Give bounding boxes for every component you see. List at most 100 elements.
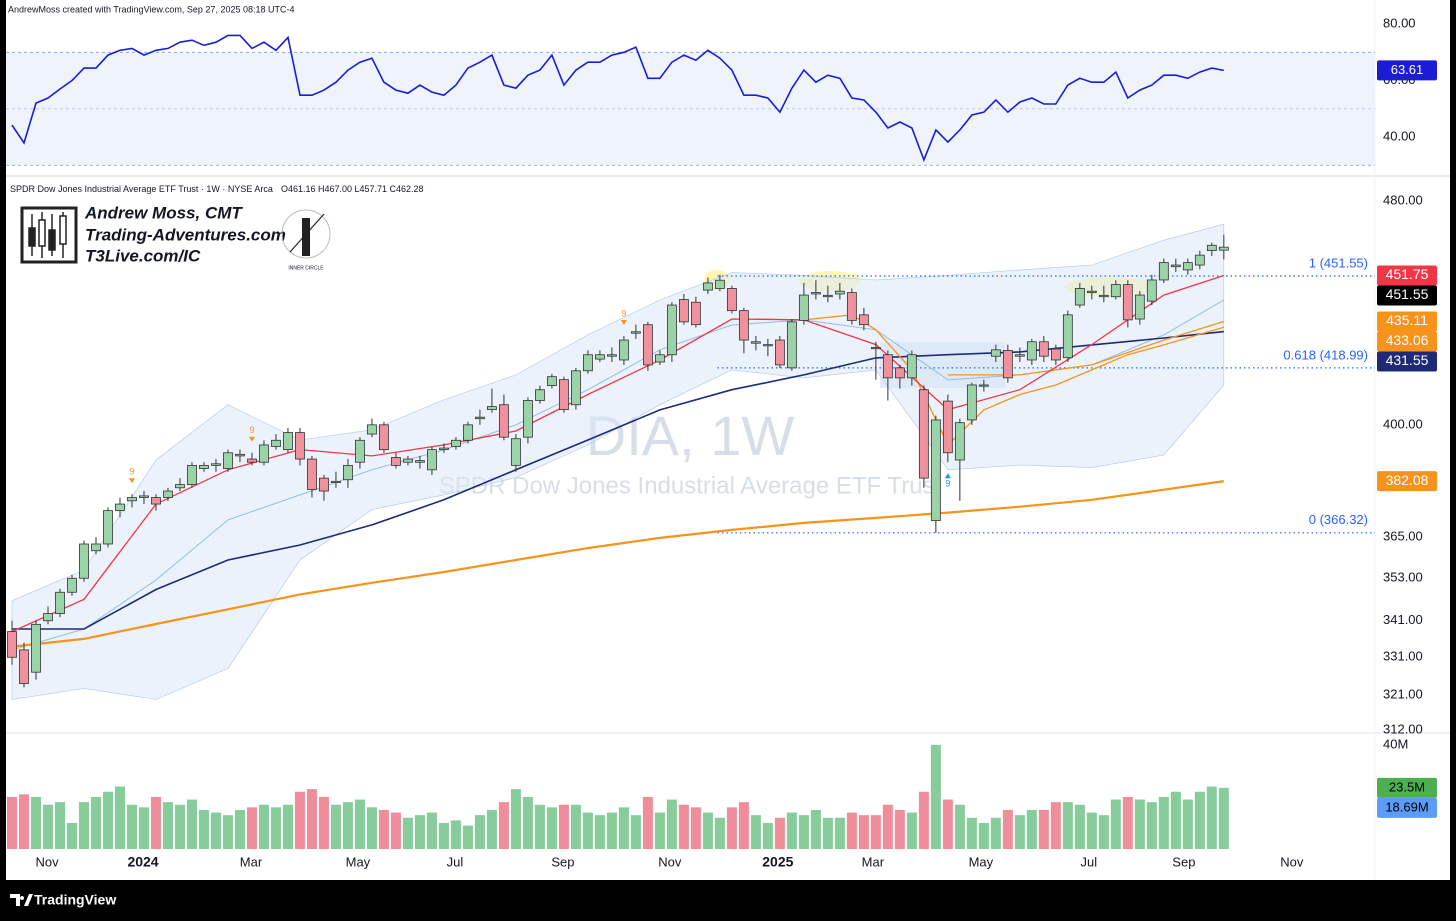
candle-body bbox=[43, 613, 53, 622]
candle-body bbox=[667, 304, 677, 356]
price-tag bbox=[1377, 351, 1437, 372]
volume-bar bbox=[1122, 796, 1133, 849]
x-tick-label: Sep bbox=[551, 854, 574, 869]
candle-body bbox=[439, 447, 449, 451]
candle-body bbox=[1110, 284, 1121, 298]
candle-body bbox=[475, 416, 485, 420]
symbol-line: SPDR Dow Jones Industrial Average ETF Tr… bbox=[10, 184, 424, 194]
volume-bar bbox=[870, 815, 881, 849]
price-tag bbox=[1377, 331, 1437, 352]
candle-body bbox=[523, 400, 533, 438]
candle-body bbox=[451, 439, 461, 447]
moving-average bbox=[11, 480, 1224, 648]
x-tick-label: Sep bbox=[1172, 854, 1195, 869]
fib-label: 1 (451.55) bbox=[1309, 255, 1368, 270]
candle-body bbox=[31, 623, 41, 673]
candle-body bbox=[894, 367, 905, 379]
candle-body bbox=[930, 419, 941, 521]
y-tick-label: 365.00 bbox=[1383, 529, 1423, 544]
price-tag-label: 433.06 bbox=[1386, 332, 1429, 348]
candle-body bbox=[954, 422, 965, 461]
volume-bar bbox=[186, 799, 197, 849]
volume-bar bbox=[450, 820, 461, 849]
volume-bar bbox=[114, 786, 125, 849]
volume-bar bbox=[1134, 799, 1145, 849]
volume-bar bbox=[486, 809, 497, 849]
candle-body bbox=[1050, 348, 1061, 361]
volume-tag-label: 23.5M bbox=[1389, 779, 1425, 794]
candle-body bbox=[283, 432, 293, 451]
candle-body bbox=[1170, 264, 1181, 268]
volume-bar bbox=[366, 807, 377, 849]
volume-bar bbox=[378, 809, 389, 849]
candle-body bbox=[762, 344, 773, 347]
candle-body bbox=[619, 339, 629, 361]
fib-label: 0.618 (418.99) bbox=[1283, 347, 1368, 362]
volume-bar bbox=[594, 815, 605, 849]
x-tick-label: Jul bbox=[447, 854, 464, 869]
candle-body bbox=[259, 444, 269, 463]
logo: Andrew Moss, CMT Trading-Adventures.com … bbox=[20, 203, 331, 271]
candle-body bbox=[427, 449, 437, 471]
badge-ring bbox=[281, 209, 331, 259]
candle-body bbox=[379, 424, 389, 451]
volume-bar bbox=[654, 812, 665, 849]
volume-bar bbox=[66, 822, 77, 849]
candle-body bbox=[1062, 314, 1073, 359]
volume-bar bbox=[702, 812, 713, 849]
volume-bar bbox=[1038, 809, 1049, 849]
rsi-tick-label: 40.00 bbox=[1383, 128, 1416, 143]
footer-logo bbox=[10, 894, 33, 906]
volume-bar bbox=[138, 807, 149, 849]
candle-body bbox=[966, 384, 977, 421]
candle-body bbox=[7, 631, 17, 658]
x-tick-label: May bbox=[969, 854, 994, 869]
logo-candles bbox=[28, 212, 67, 258]
volume-bar bbox=[522, 796, 533, 849]
candle-body bbox=[187, 464, 197, 485]
candle-body bbox=[798, 294, 809, 321]
td-arrow bbox=[248, 436, 255, 442]
badge-text: INNER CIRCLE bbox=[288, 265, 324, 271]
volume-bar bbox=[1158, 796, 1169, 849]
byline: AndrewMoss created with TradingView.com,… bbox=[8, 4, 294, 14]
volume-bar bbox=[1194, 791, 1205, 849]
volume-bar bbox=[558, 804, 569, 849]
volume-bar bbox=[762, 822, 773, 849]
volume-bar bbox=[606, 812, 617, 849]
candle-body bbox=[271, 439, 281, 447]
volume-tag bbox=[1377, 777, 1437, 798]
td-arrow bbox=[128, 478, 135, 484]
volume-bar bbox=[882, 804, 893, 849]
candle-body bbox=[499, 404, 509, 438]
candle-body bbox=[810, 292, 821, 295]
ohlc: O461.16 H467.00 L457.71 C462.28 bbox=[281, 184, 424, 194]
badge-slash bbox=[289, 213, 325, 253]
candle-body bbox=[175, 484, 185, 489]
footer: TradingView bbox=[10, 892, 116, 908]
volume-bar bbox=[690, 807, 701, 849]
watermark-subtitle: SPDR Dow Jones Industrial Average ETF Tr… bbox=[439, 472, 942, 499]
candle-body bbox=[1014, 354, 1025, 357]
volume-bar bbox=[726, 807, 737, 849]
td-marker: 9 bbox=[129, 467, 134, 477]
candle-body bbox=[786, 321, 797, 369]
candle-body bbox=[571, 370, 581, 406]
y-tick-label: 400.00 bbox=[1383, 416, 1423, 431]
candle-body bbox=[1206, 244, 1217, 251]
candle-body bbox=[355, 439, 365, 463]
candle-body bbox=[738, 310, 749, 341]
volume-bar bbox=[1026, 809, 1037, 849]
td-arrow bbox=[944, 473, 951, 479]
candle-body bbox=[403, 458, 413, 463]
candle-body bbox=[343, 464, 353, 481]
candle-body bbox=[235, 453, 245, 457]
rsi-line bbox=[11, 34, 1224, 163]
volume-bar bbox=[834, 817, 845, 849]
candle-body bbox=[91, 543, 101, 552]
volume-bar bbox=[462, 825, 473, 849]
volume-bar bbox=[534, 804, 545, 849]
volume-bar bbox=[78, 802, 89, 849]
candle-body bbox=[199, 464, 209, 469]
